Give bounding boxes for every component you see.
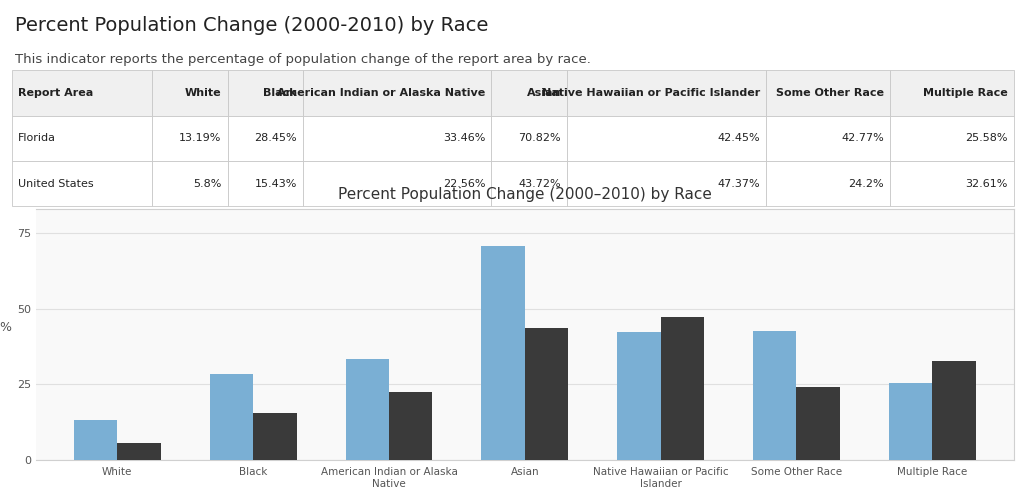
Text: 47.37%: 47.37% xyxy=(718,179,760,189)
Text: 70.82%: 70.82% xyxy=(518,133,561,143)
Text: This indicator reports the percentage of population change of the report area by: This indicator reports the percentage of… xyxy=(15,53,591,66)
Bar xyxy=(660,317,705,460)
Text: Black: Black xyxy=(263,88,297,98)
FancyBboxPatch shape xyxy=(153,161,227,206)
Text: Native Hawaiian or Pacific Islander: Native Hawaiian or Pacific Islander xyxy=(542,88,760,98)
Bar xyxy=(389,392,432,460)
FancyBboxPatch shape xyxy=(492,161,567,206)
Text: 42.45%: 42.45% xyxy=(718,133,760,143)
Bar xyxy=(889,383,932,460)
FancyBboxPatch shape xyxy=(12,161,153,206)
Text: United States: United States xyxy=(18,179,94,189)
Text: 25.58%: 25.58% xyxy=(966,133,1008,143)
FancyBboxPatch shape xyxy=(567,70,766,116)
Text: 28.45%: 28.45% xyxy=(254,133,297,143)
FancyBboxPatch shape xyxy=(303,161,492,206)
FancyBboxPatch shape xyxy=(567,161,766,206)
Y-axis label: %: % xyxy=(0,321,11,334)
FancyBboxPatch shape xyxy=(227,161,303,206)
FancyBboxPatch shape xyxy=(303,70,492,116)
Bar xyxy=(253,413,297,460)
Bar xyxy=(345,359,389,460)
FancyBboxPatch shape xyxy=(492,116,567,161)
Bar xyxy=(617,331,660,460)
Text: American Indian or Alaska Native: American Indian or Alaska Native xyxy=(278,88,485,98)
Text: 42.77%: 42.77% xyxy=(841,133,884,143)
Bar xyxy=(525,328,568,460)
FancyBboxPatch shape xyxy=(227,70,303,116)
FancyBboxPatch shape xyxy=(890,116,1014,161)
FancyBboxPatch shape xyxy=(766,161,890,206)
Bar xyxy=(797,387,840,460)
FancyBboxPatch shape xyxy=(227,116,303,161)
FancyBboxPatch shape xyxy=(153,70,227,116)
Text: 24.2%: 24.2% xyxy=(848,179,884,189)
Text: Report Area: Report Area xyxy=(18,88,93,98)
FancyBboxPatch shape xyxy=(766,116,890,161)
Text: 13.19%: 13.19% xyxy=(179,133,221,143)
Bar xyxy=(753,330,797,460)
FancyBboxPatch shape xyxy=(12,116,153,161)
FancyBboxPatch shape xyxy=(303,116,492,161)
Title: Percent Population Change (2000–2010) by Race: Percent Population Change (2000–2010) by… xyxy=(338,187,712,202)
FancyBboxPatch shape xyxy=(153,116,227,161)
Bar xyxy=(74,421,118,460)
Text: White: White xyxy=(185,88,221,98)
Text: Some Other Race: Some Other Race xyxy=(776,88,884,98)
FancyBboxPatch shape xyxy=(890,161,1014,206)
Text: 5.8%: 5.8% xyxy=(194,179,221,189)
Bar xyxy=(481,245,524,460)
Bar xyxy=(118,443,161,460)
Bar xyxy=(210,374,253,460)
Text: Florida: Florida xyxy=(18,133,56,143)
FancyBboxPatch shape xyxy=(492,70,567,116)
FancyBboxPatch shape xyxy=(567,116,766,161)
Text: 22.56%: 22.56% xyxy=(443,179,485,189)
Text: Multiple Race: Multiple Race xyxy=(923,88,1008,98)
Bar xyxy=(932,362,976,460)
Text: 15.43%: 15.43% xyxy=(255,179,297,189)
Text: 33.46%: 33.46% xyxy=(443,133,485,143)
Text: Asian: Asian xyxy=(526,88,561,98)
Text: 32.61%: 32.61% xyxy=(966,179,1008,189)
Text: Percent Population Change (2000-2010) by Race: Percent Population Change (2000-2010) by… xyxy=(15,16,488,35)
Text: 43.72%: 43.72% xyxy=(518,179,561,189)
FancyBboxPatch shape xyxy=(766,70,890,116)
FancyBboxPatch shape xyxy=(890,70,1014,116)
FancyBboxPatch shape xyxy=(12,70,153,116)
